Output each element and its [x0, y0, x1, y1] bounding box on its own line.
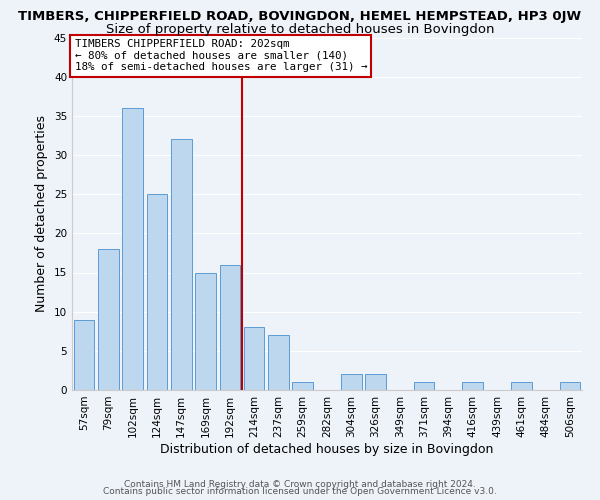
Bar	[98, 249, 119, 390]
Bar	[171, 140, 191, 390]
Text: Size of property relative to detached houses in Bovingdon: Size of property relative to detached ho…	[106, 22, 494, 36]
Text: TIMBERS CHIPPERFIELD ROAD: 202sqm
← 80% of detached houses are smaller (140)
18%: TIMBERS CHIPPERFIELD ROAD: 202sqm ← 80% …	[74, 40, 367, 72]
Text: Contains public sector information licensed under the Open Government Licence v3: Contains public sector information licen…	[103, 487, 497, 496]
Bar	[463, 382, 483, 390]
Bar	[341, 374, 362, 390]
Bar	[122, 108, 143, 390]
Bar	[268, 335, 289, 390]
Bar	[195, 272, 216, 390]
Bar	[220, 264, 240, 390]
Bar	[146, 194, 167, 390]
Bar	[365, 374, 386, 390]
Text: TIMBERS, CHIPPERFIELD ROAD, BOVINGDON, HEMEL HEMPSTEAD, HP3 0JW: TIMBERS, CHIPPERFIELD ROAD, BOVINGDON, H…	[19, 10, 581, 23]
X-axis label: Distribution of detached houses by size in Bovingdon: Distribution of detached houses by size …	[160, 442, 494, 456]
Bar	[74, 320, 94, 390]
Bar	[560, 382, 580, 390]
Y-axis label: Number of detached properties: Number of detached properties	[35, 116, 49, 312]
Bar	[511, 382, 532, 390]
Bar	[292, 382, 313, 390]
Text: Contains HM Land Registry data © Crown copyright and database right 2024.: Contains HM Land Registry data © Crown c…	[124, 480, 476, 489]
Bar	[414, 382, 434, 390]
Bar	[244, 328, 265, 390]
